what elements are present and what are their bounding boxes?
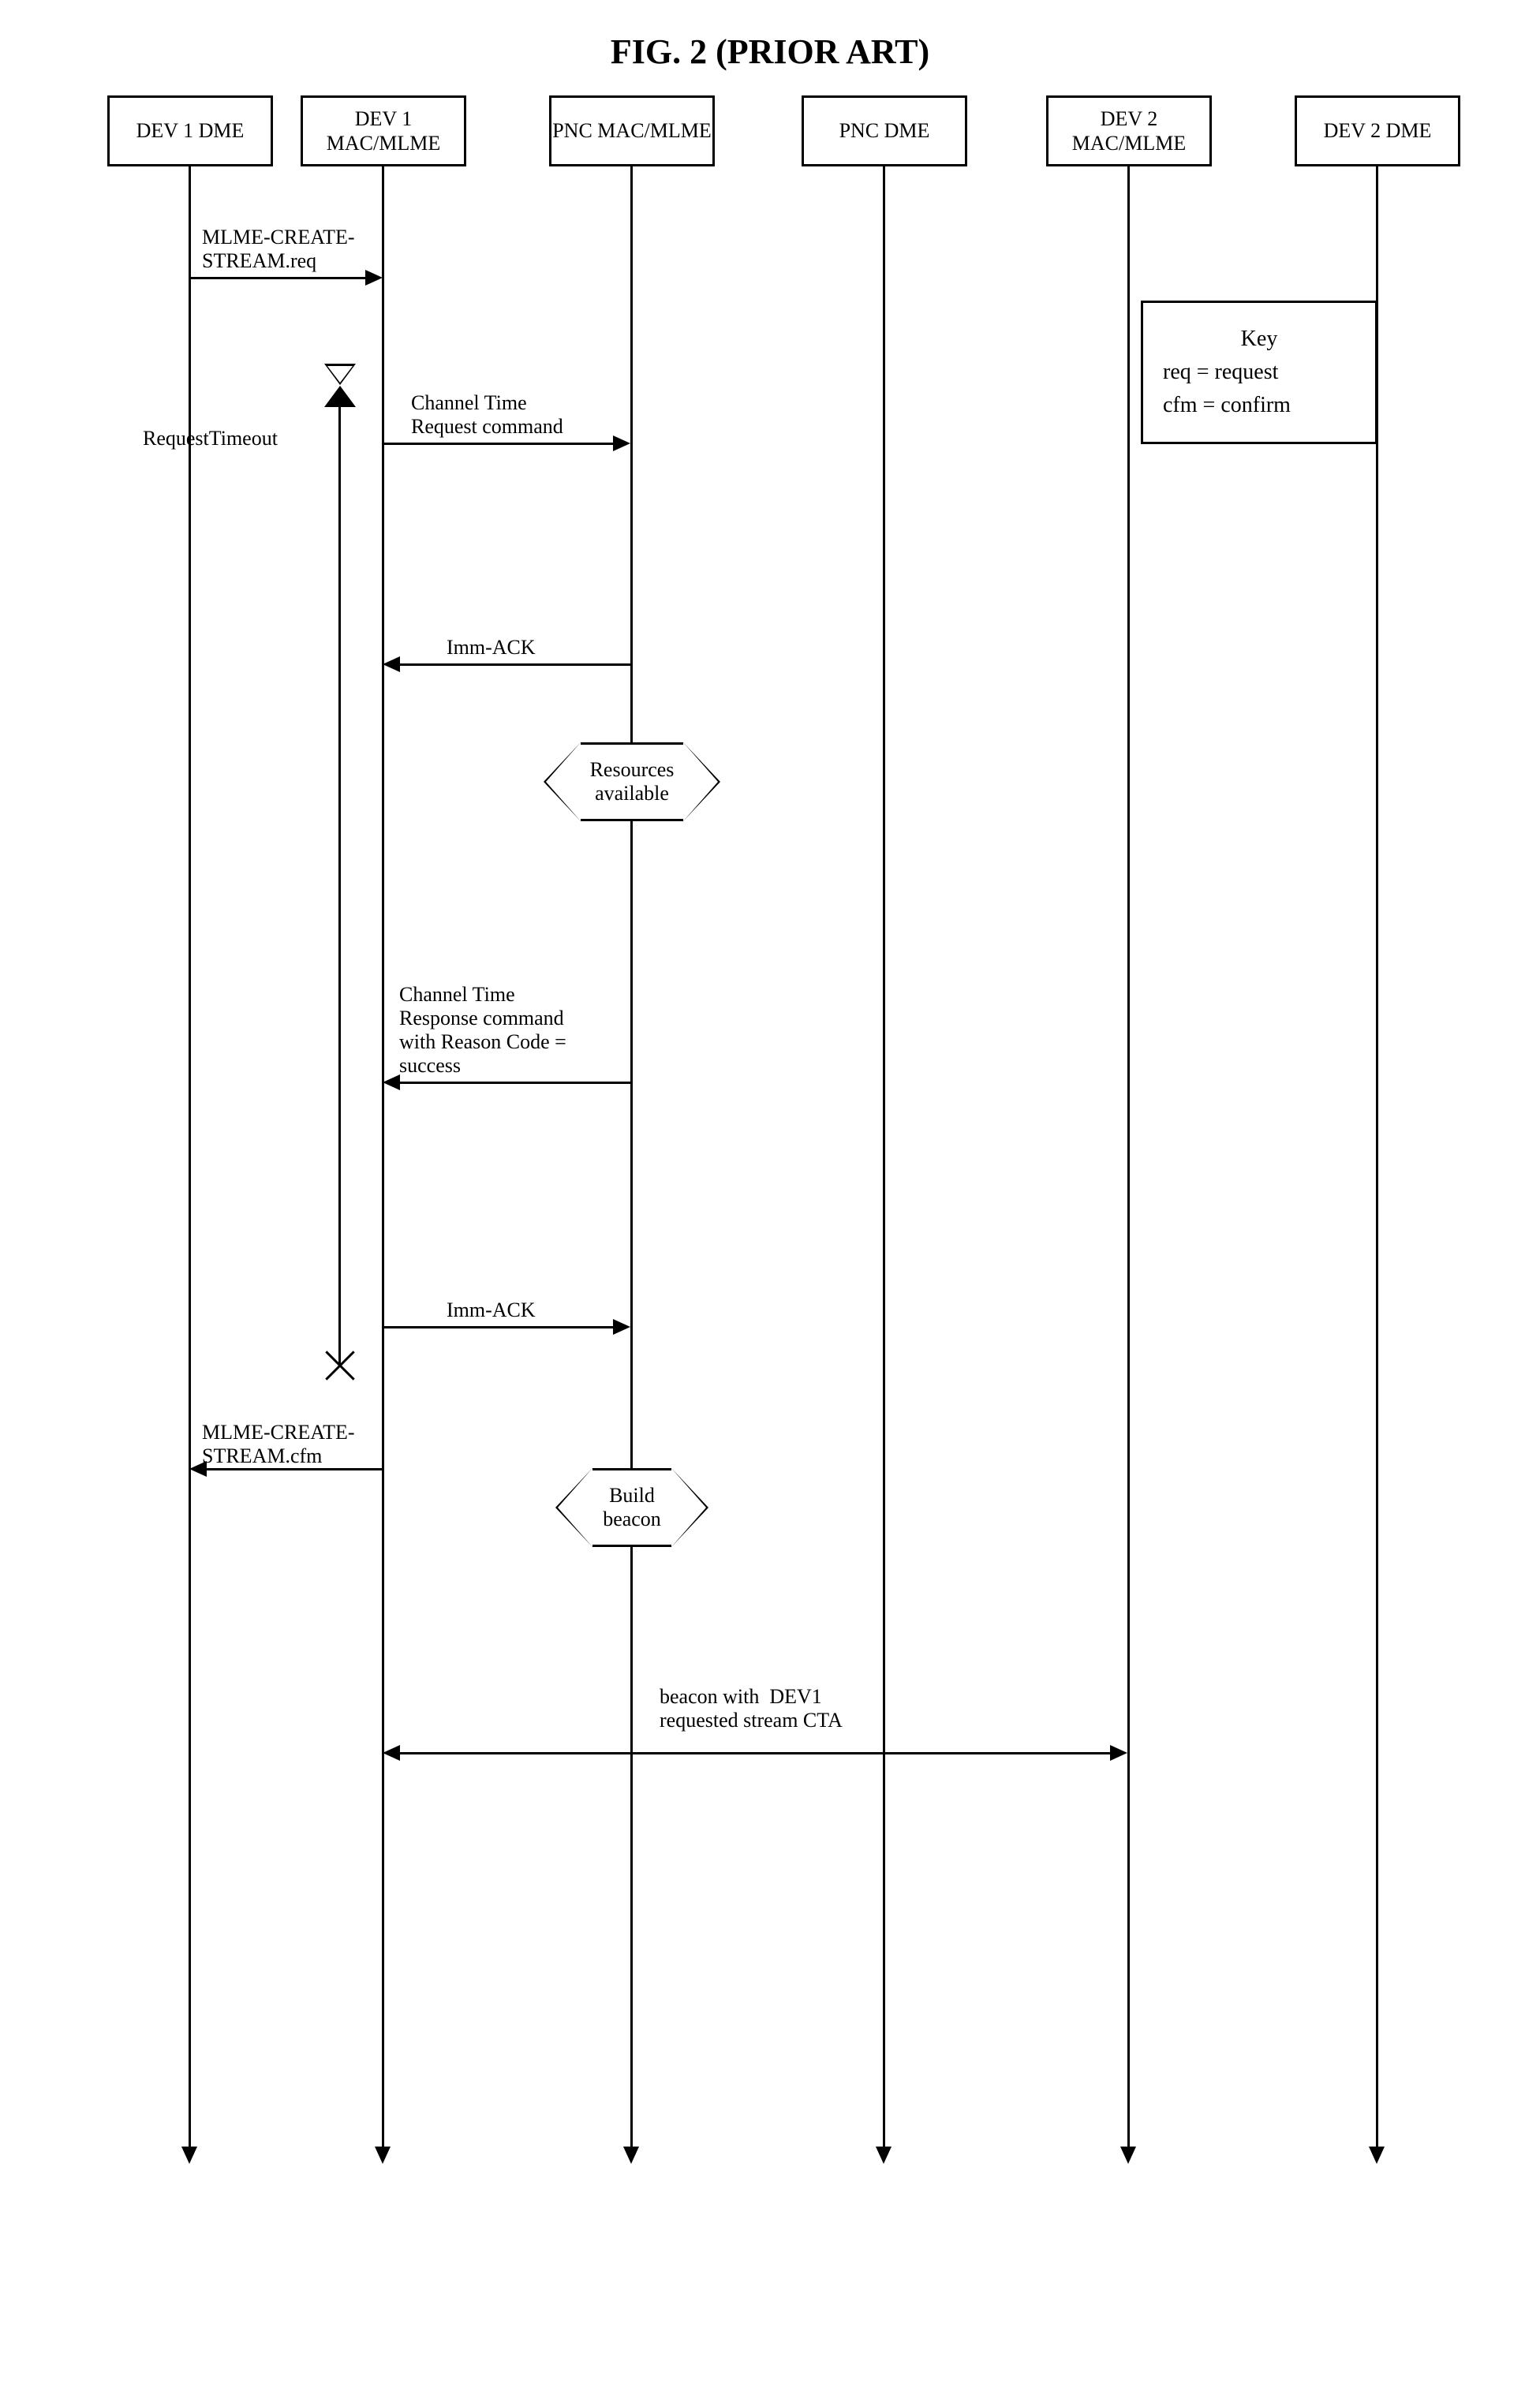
label-beacon-msg: beacon with DEV1 requested stream CTA	[660, 1685, 843, 1732]
lifeline-pnc-dme	[883, 166, 885, 2147]
arrow-head-icon	[383, 656, 400, 672]
header-dev2-dme: DEV 2 DME	[1295, 95, 1460, 166]
arrow-head-icon	[383, 1745, 400, 1761]
timeout-line	[338, 407, 341, 1366]
lifeline-arrow-icon	[876, 2147, 891, 2164]
arrow-head-icon	[613, 1319, 630, 1335]
arrow-beacon-left	[399, 1752, 630, 1754]
sequence-diagram: DEV 1 DME DEV 1 MAC/MLME PNC MAC/MLME PN…	[60, 95, 1480, 2225]
lifeline-dev1-dme	[189, 166, 191, 2147]
key-title: Key	[1163, 323, 1355, 356]
key-line: req = request	[1163, 356, 1355, 389]
hexagon-label: Build beacon	[603, 1484, 661, 1531]
hexagon-resources: Resources available	[581, 742, 683, 821]
arrow-head-icon	[383, 1074, 400, 1090]
lifeline-arrow-icon	[375, 2147, 391, 2164]
hexagon-build-beacon: Build beacon	[592, 1468, 671, 1547]
hourglass-icon	[324, 364, 356, 407]
key-box: Key req = request cfm = confirm	[1141, 301, 1377, 444]
key-line: cfm = confirm	[1163, 389, 1355, 422]
lifeline-arrow-icon	[181, 2147, 197, 2164]
arrow-imm-ack-1	[399, 663, 630, 666]
header-dev1-mac: DEV 1 MAC/MLME	[301, 95, 466, 166]
header-pnc-mac: PNC MAC/MLME	[549, 95, 715, 166]
arrow-head-icon	[365, 270, 383, 286]
arrow-ct-response	[399, 1082, 630, 1084]
arrow-create-cfm	[206, 1468, 382, 1470]
header-pnc-dme: PNC DME	[802, 95, 967, 166]
label-request-timeout: RequestTimeout	[143, 427, 278, 450]
arrow-head-icon	[1110, 1745, 1127, 1761]
label-imm-ack-2: Imm-ACK	[447, 1298, 536, 1322]
lifeline-dev1-mac	[382, 166, 384, 2147]
arrow-head-icon	[613, 435, 630, 451]
lifeline-arrow-icon	[1120, 2147, 1136, 2164]
label-ct-response: Channel Time Response command with Reaso…	[399, 983, 566, 1078]
label-ct-request: Channel Time Request command	[411, 391, 563, 439]
header-dev2-mac: DEV 2 MAC/MLME	[1046, 95, 1212, 166]
arrow-beacon-right	[633, 1752, 1110, 1754]
figure-title: FIG. 2 (PRIOR ART)	[32, 32, 1508, 72]
lifeline-arrow-icon	[623, 2147, 639, 2164]
lifeline-dev2-mac	[1127, 166, 1130, 2147]
arrow-create-req	[190, 277, 365, 279]
label-imm-ack-1: Imm-ACK	[447, 636, 536, 660]
hexagon-label: Resources available	[590, 758, 675, 805]
x-mark-icon	[324, 1350, 356, 1381]
lifeline-dev2-dme	[1376, 166, 1378, 2147]
arrow-ct-request	[384, 443, 613, 445]
lifeline-pnc-mac	[630, 166, 633, 2147]
lifeline-arrow-icon	[1369, 2147, 1385, 2164]
arrow-imm-ack-2	[384, 1326, 613, 1328]
arrow-head-icon	[189, 1461, 207, 1477]
label-create-req: MLME-CREATE- STREAM.req	[202, 226, 355, 273]
label-create-cfm: MLME-CREATE- STREAM.cfm	[202, 1421, 355, 1468]
header-dev1-dme: DEV 1 DME	[107, 95, 273, 166]
